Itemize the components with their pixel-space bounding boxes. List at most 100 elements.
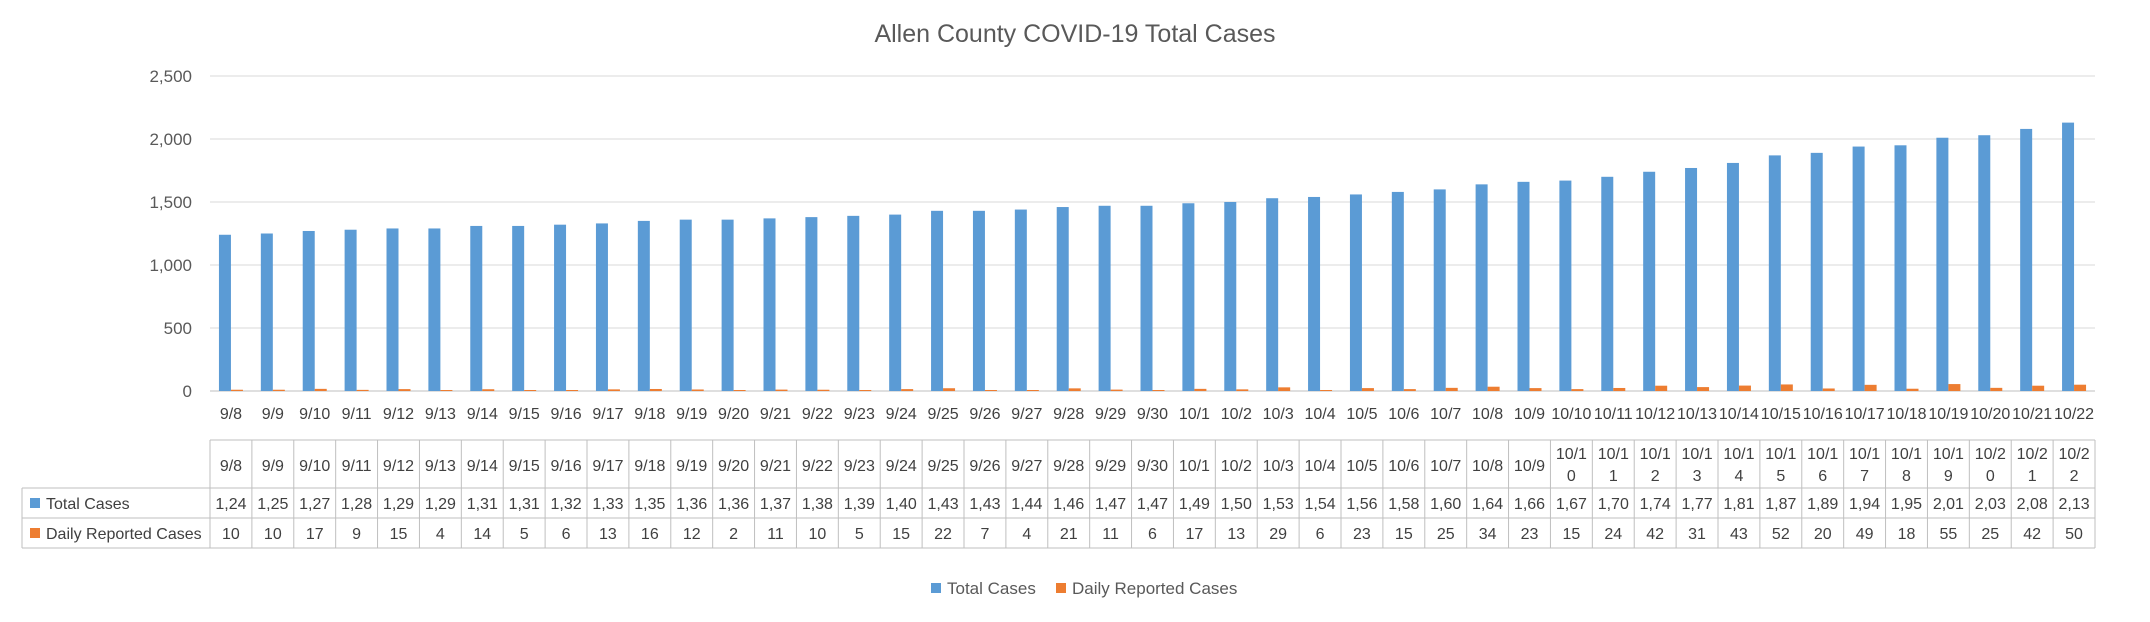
x-tick-label: 10/6: [1388, 406, 1419, 423]
bar-daily-reported-cases: [356, 389, 369, 391]
table-value-cell: 1,29: [383, 496, 414, 513]
table-header-line: 7: [1860, 468, 1869, 485]
table-header-line: 10/1: [1640, 446, 1671, 463]
bar-total-cases: [1559, 180, 1572, 391]
table-header-line: 10/1: [1807, 446, 1838, 463]
table-header-line: 10/1: [1891, 446, 1922, 463]
table-value-cell: 6: [1148, 526, 1157, 543]
table-header-line: 1: [2028, 468, 2037, 485]
x-tick-label: 9/29: [1095, 406, 1126, 423]
bar-total-cases: [2062, 122, 2075, 392]
table-value-cell: 5: [855, 526, 864, 543]
table-value-cell: 10: [808, 526, 826, 543]
y-axis-ticks: 0 500 1,000 1,500 2,000 2,500: [149, 67, 192, 401]
table-header-cell: 10/1 7: [1849, 446, 1880, 485]
table-value-cell: 1,27: [299, 496, 330, 513]
x-tick-label: 9/13: [425, 406, 456, 423]
x-tick-label: 10/2: [1221, 406, 1252, 423]
table-header-cell: 9/16: [550, 458, 581, 475]
table-value-cell: 1,67: [1556, 496, 1587, 513]
bar-daily-reported-cases: [1278, 387, 1291, 391]
table-value-cell: 1,39: [844, 496, 875, 513]
table-header-line: 6: [1818, 468, 1827, 485]
bar-total-cases: [1308, 196, 1321, 391]
x-tick-label: 10/4: [1304, 406, 1335, 423]
table-value-cell: 29: [1269, 526, 1287, 543]
table-header-cell: 10/3: [1263, 458, 1294, 475]
table-row-label: Total Cases: [46, 496, 130, 513]
bar-total-cases: [763, 218, 776, 391]
x-tick-label: 9/30: [1137, 406, 1168, 423]
table-value-cell: 1,29: [425, 496, 456, 513]
bar-daily-reported-cases: [1320, 390, 1333, 391]
x-tick-label: 9/19: [676, 406, 707, 423]
table-value-cell: 20: [1814, 526, 1832, 543]
bar-total-cases: [2020, 128, 2033, 392]
bar-total-cases: [847, 215, 860, 391]
x-tick-label: 10/17: [1845, 406, 1885, 423]
table-value-cell: 15: [390, 526, 408, 543]
table-header-cell: 10/7: [1430, 458, 1461, 475]
table-value-cell: 1,32: [550, 496, 581, 513]
x-tick-label: 9/10: [299, 406, 330, 423]
table-value-cell: 9: [352, 526, 361, 543]
table-header-line: 5: [1776, 468, 1785, 485]
x-tick-label: 9/18: [634, 406, 665, 423]
bar-total-cases: [1643, 171, 1656, 391]
bar-daily-reported-cases: [566, 390, 579, 391]
table-value-cell: 2,01: [1933, 496, 1964, 513]
bar-total-cases: [218, 234, 231, 391]
bar-daily-reported-cases: [1738, 385, 1751, 391]
legend-key-total-cases: [931, 583, 941, 593]
table-row-label: Daily Reported Cases: [46, 526, 202, 543]
bar-daily-reported-cases: [901, 389, 914, 391]
bar-daily-reported-cases: [1026, 390, 1039, 391]
x-tick-label: 9/14: [467, 406, 498, 423]
bar-total-cases: [470, 225, 483, 391]
bar-daily-reported-cases: [943, 388, 956, 391]
table-value-cell: 43: [1730, 526, 1748, 543]
bar-daily-reported-cases: [1571, 389, 1584, 391]
bar-total-cases: [889, 214, 902, 391]
table-value-cell: 11: [1102, 526, 1119, 543]
x-tick-label: 10/15: [1761, 406, 1801, 423]
table-value-cell: 13: [599, 526, 617, 543]
bar-total-cases: [1140, 205, 1153, 391]
table-value-cell: 1,49: [1179, 496, 1210, 513]
table-value-cell: 14: [473, 526, 491, 543]
table-value-cell: 21: [1060, 526, 1078, 543]
bar-daily-reported-cases: [2032, 385, 2045, 391]
table-value-cell: 1,31: [467, 496, 498, 513]
table-header-cell: 9/19: [676, 458, 707, 475]
x-tick-label: 9/20: [718, 406, 749, 423]
table-legend-key: [30, 498, 40, 508]
bar-daily-reported-cases: [1152, 390, 1165, 391]
bar-daily-reported-cases: [1445, 387, 1458, 391]
data-table: 9/8 9/9 9/10 9/11 9/12 9/13 9/14 9/15 9/16 9/17 9/…: [21, 439, 2096, 549]
legend: Total Cases Daily Reported Cases: [931, 579, 1237, 598]
bar-total-cases: [1517, 181, 1530, 391]
bar-total-cases: [1349, 194, 1362, 391]
bar-daily-reported-cases: [1780, 384, 1793, 391]
table-header-cell: 10/1 6: [1807, 446, 1838, 485]
x-tick-label: 9/17: [592, 406, 623, 423]
bar-total-cases: [931, 210, 944, 391]
bar-daily-reported-cases: [859, 390, 872, 391]
bar-daily-reported-cases: [1236, 389, 1249, 391]
table-value-cell: 17: [306, 526, 324, 543]
table-value-cell: 15: [1395, 526, 1413, 543]
table-value-cell: 7: [980, 526, 989, 543]
x-tick-label: 9/8: [220, 406, 242, 423]
bar-total-cases: [1014, 209, 1027, 391]
table-header-line: 0: [1986, 468, 1995, 485]
bar-daily-reported-cases: [1864, 384, 1877, 391]
y-tick-label: 500: [164, 319, 192, 338]
bar-daily-reported-cases: [1822, 388, 1835, 391]
table-header-line: 2: [1651, 468, 1660, 485]
bar-total-cases: [1685, 167, 1698, 391]
table-value-cell: 31: [1688, 526, 1706, 543]
table-value-cell: 18: [1898, 526, 1916, 543]
table-header-cell: 9/13: [425, 458, 456, 475]
bar-total-cases: [428, 228, 441, 391]
table-value-cell: 1,47: [1095, 496, 1126, 513]
